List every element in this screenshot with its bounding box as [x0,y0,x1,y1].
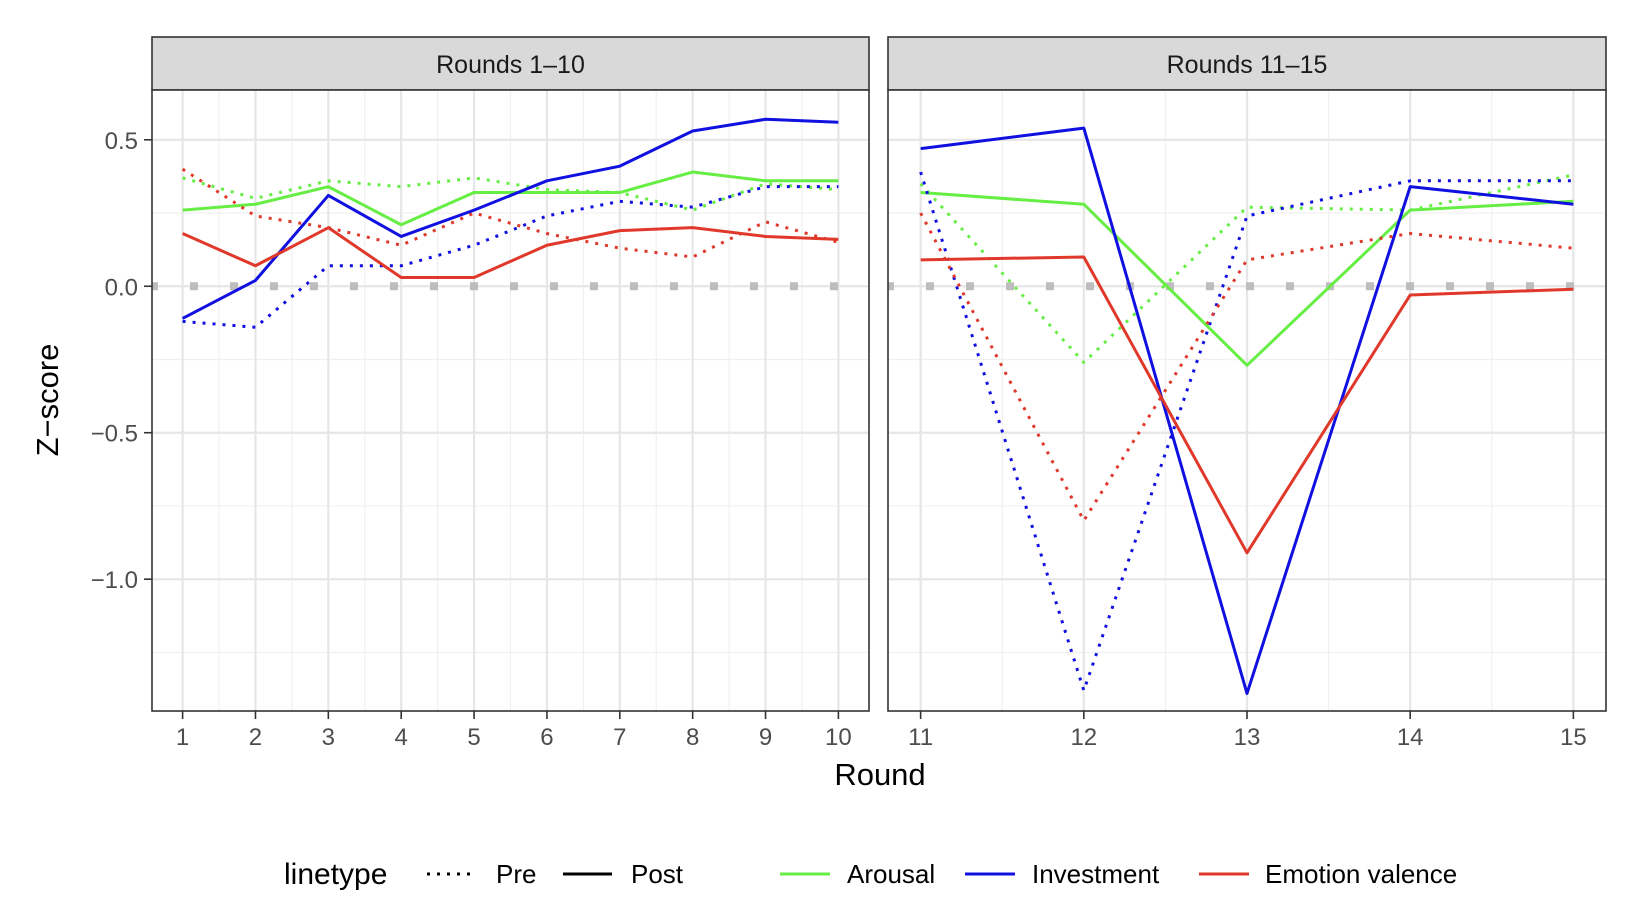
x-tick-label: 11 [908,724,933,751]
x-tick-label: 2 [249,724,262,751]
legend-label-arousal: Arousal [847,859,935,889]
y-axis-title: Z−score [30,344,65,457]
series-line-arousal-post [920,191,1574,367]
legend-label-investment: Investment [1032,859,1160,889]
x-axis-title: Round [834,757,925,792]
x-tick-label: 6 [540,724,553,751]
x-tick-label: 4 [395,724,408,751]
legend-label-post: Post [631,859,684,889]
chart-panels: Rounds 1–101 2 3 4 5 6 7 8 9 100.50.0−0.5−1.0Roun… [91,36,1607,751]
x-tick-label: 8 [686,724,699,751]
series-line-arousal-post [182,170,839,227]
series-line-investment-post [920,126,1574,695]
series-line-arousal-pre [919,173,1574,364]
series-line-emotion-valence-post [181,226,839,279]
x-tick-label: 1 [176,724,189,751]
x-tick-label: 3 [322,724,335,751]
panel-strip [151,36,870,91]
y-tick-label: 0.5 [105,128,138,155]
x-tick-label: 13 [1234,724,1261,751]
legend-label-emotion-valence: Emotion valence [1265,859,1457,889]
series-line-emotion-valence-pre [181,167,839,259]
x-tick-label: 9 [759,724,772,751]
panel-strip [887,36,1607,91]
legend-title-linetype: linetype [284,858,387,891]
panel-strip-label: Rounds 1–10 [436,51,585,79]
series-line-investment-pre [919,171,1574,692]
y-tick-label: −1.0 [91,567,138,594]
x-tick-label: 5 [467,724,480,751]
panel-border [151,89,870,712]
legend-label-pre: Pre [496,859,536,889]
x-tick-label: 10 [825,724,852,751]
panel-strip-label: Rounds 11–15 [1167,51,1328,79]
series-line-emotion-valence-pre [919,212,1574,523]
y-tick-label: 0.0 [105,274,138,301]
series-line-investment-pre [182,185,839,329]
y-tick-label: −0.5 [91,421,138,448]
series-line-emotion-valence-post [920,255,1574,555]
series-line-investment-post [181,117,839,320]
x-tick-label: 14 [1397,724,1424,751]
panel-1: Rounds 1–10 1 2 3 4 5 6 7 8 9 10 0.5 0.0 −0.5 −1.0 [91,36,870,751]
x-tick-label: 15 [1560,724,1587,751]
x-tick-label: 7 [613,724,626,751]
panel-2: Rounds 11–15 11 12 13 14 15 [887,36,1607,751]
x-tick-label: 12 [1070,724,1097,751]
legend: linetype Pre Post Arousal Investment Emotion … [284,858,1457,891]
